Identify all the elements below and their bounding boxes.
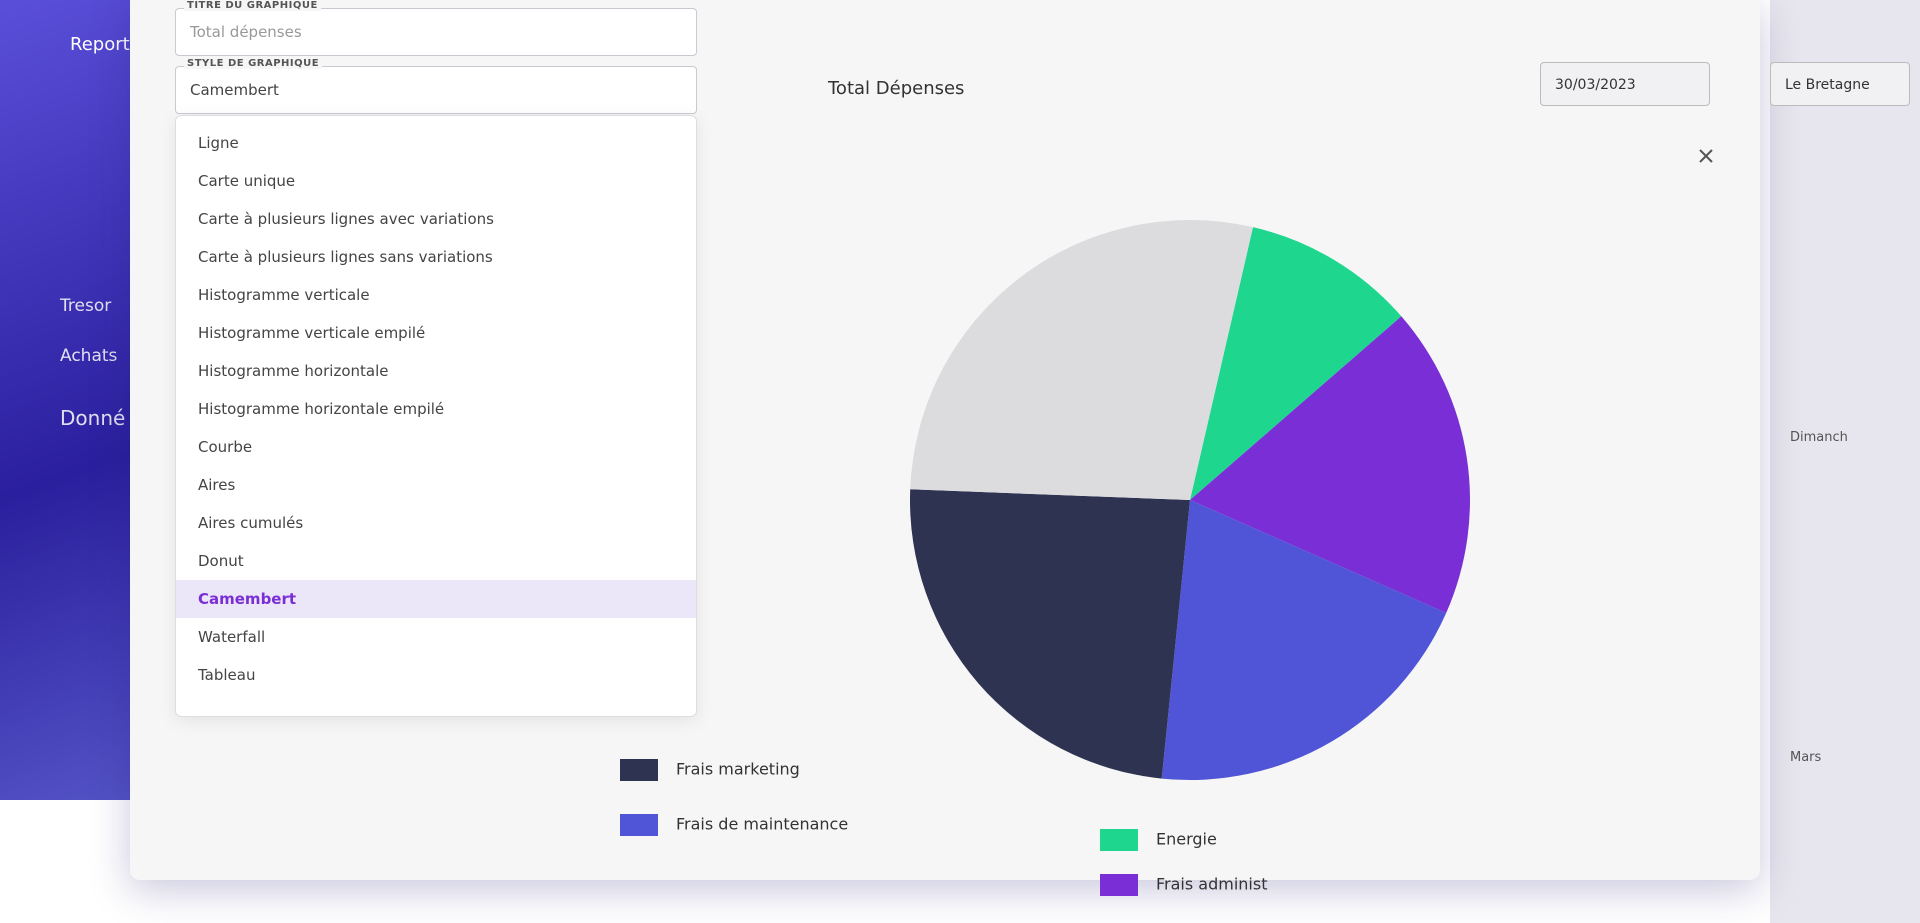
pie-slice [1161,500,1447,780]
legend-swatch [1100,829,1138,851]
legend-label: Frais marketing [676,760,800,779]
dropdown-option[interactable]: Histogramme verticale [198,286,370,304]
dropdown-option[interactable]: Aires cumulés [198,514,304,532]
legend-swatch [620,814,658,836]
dropdown-option[interactable]: Aires [198,476,236,494]
dropdown-option[interactable]: Histogramme verticale empilé [198,324,426,342]
pie-slice [1190,316,1471,613]
sidebar-item[interactable]: Tresor [60,296,112,316]
field-value: Total dépenses [190,23,302,41]
dropdown-option[interactable]: Waterfall [198,628,266,646]
dropdown-option[interactable]: Donut [198,552,244,570]
legend-label: Energie [1156,830,1217,849]
dropdown-option[interactable]: Courbe [198,438,253,456]
dropdown-option[interactable]: Tableau [198,666,256,684]
dropdown-option[interactable]: Histogramme horizontale empilé [198,400,445,418]
pie-slice [910,489,1190,779]
field-label: STYLE DE GRAPHIQUE [184,58,323,69]
dropdown-option[interactable]: Ligne [198,134,239,152]
dropdown-list: Ligne Carte unique Carte à plusieurs ligne… [175,115,697,717]
legend-label: Frais administ [1156,875,1267,894]
dropdown-option[interactable]: Carte unique [198,172,296,190]
legend-swatch [620,759,658,781]
axis-label: Mars [1790,750,1822,765]
sidebar-title[interactable]: Report [70,34,130,55]
dropdown-option[interactable]: Carte à plusieurs lignes avec variations [198,210,494,228]
date-picker[interactable]: 30/03/2023 [1540,62,1710,106]
sidebar-item[interactable]: Donné [60,406,126,430]
dropdown-option[interactable]: Carte à plusieurs lignes sans variations [198,248,493,266]
close-button[interactable] [1699,149,1713,163]
legend-label: Frais de maintenance [676,815,848,834]
chart-title: Total Dépenses [828,78,965,99]
dropdown-option[interactable]: Camembert [176,580,696,618]
legend-swatch [1100,874,1138,896]
site-select[interactable]: Le Bretagne [1770,62,1910,106]
pie-slice [1190,227,1402,500]
axis-label: Dimanch [1790,430,1848,445]
style-select[interactable]: STYLE DE GRAPHIQUE Camembert [175,58,697,114]
dropdown-option[interactable]: Histogramme horizontale [198,362,389,380]
sidebar-item[interactable]: Achats [60,346,118,366]
field-value: Camembert [190,81,279,99]
pie-slice [910,219,1253,500]
field-label: TITRE DU GRAPHIQUE [184,0,321,11]
title-input[interactable]: TITRE DU GRAPHIQUE Total dépenses [175,0,697,56]
dashboard-background: Dimanch Mars [1770,0,1920,923]
